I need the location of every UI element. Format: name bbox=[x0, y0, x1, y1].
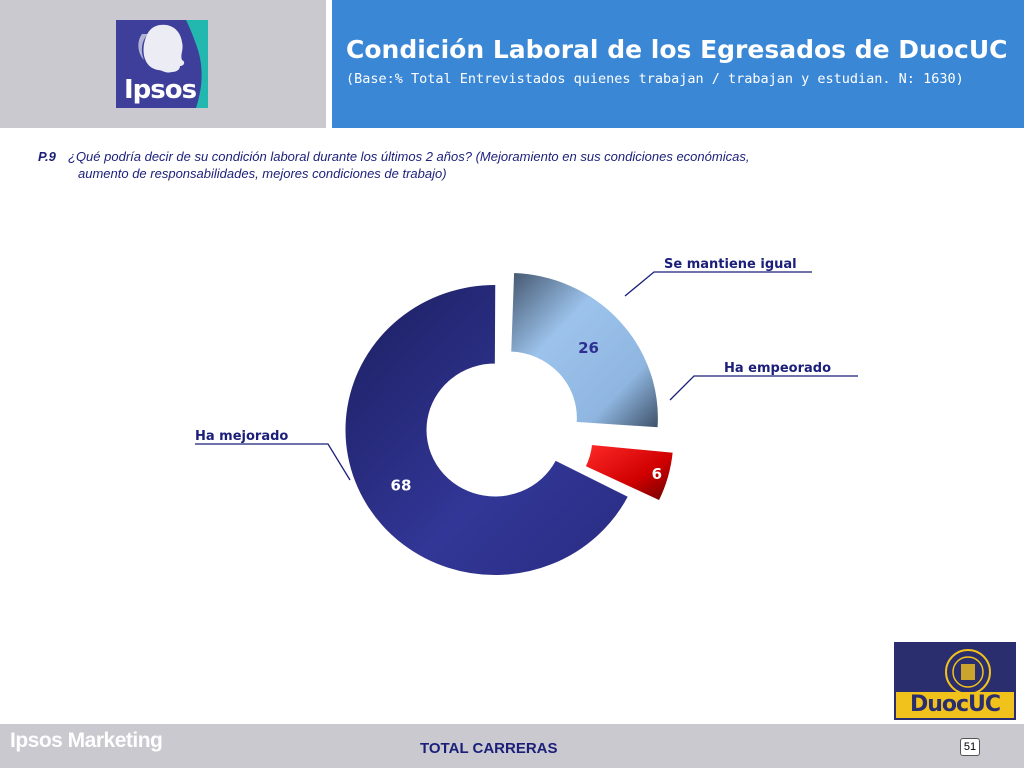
question-text-line1: ¿Qué podría decir de su condición labora… bbox=[68, 149, 750, 164]
ipsos-logo: Ipsos bbox=[116, 20, 208, 108]
ipsos-logo-face-icon bbox=[138, 20, 208, 108]
slice-category-label: Se mantiene igual bbox=[664, 257, 797, 272]
footer-section-label: TOTAL CARRERAS bbox=[420, 740, 558, 757]
donut-slice-ha-mejorado bbox=[344, 284, 630, 576]
leader-line bbox=[669, 375, 858, 401]
slice-value-label: 26 bbox=[578, 339, 599, 357]
slice-value-label: 6 bbox=[652, 465, 662, 483]
leader-line bbox=[195, 443, 351, 481]
header-divider bbox=[326, 0, 332, 128]
survey-question: P.9 ¿Qué podría decir de su condición lab… bbox=[38, 148, 838, 182]
leader-line bbox=[624, 271, 812, 297]
page-number: 51 bbox=[960, 738, 980, 756]
donut-slice-se-mantiene-igual bbox=[510, 272, 659, 429]
footer-brand: Ipsos Marketing bbox=[10, 729, 163, 752]
donut-chart: 26 Se mantiene igual 6 Ha empeorado 68 Ha mej… bbox=[195, 257, 858, 576]
question-text-line2: aumento de responsabilidades, mejores co… bbox=[78, 166, 447, 181]
duocuc-logo: DuocUC bbox=[894, 642, 1016, 720]
duocuc-logo-text: DuocUC bbox=[896, 692, 1014, 718]
ipsos-logo-text: Ipsos bbox=[124, 75, 197, 105]
slice-value-label: 68 bbox=[391, 476, 412, 494]
page-subtitle: (Base:% Total Entrevistados quienes trab… bbox=[346, 71, 964, 87]
page-title: Condición Laboral de los Egresados de Du… bbox=[346, 35, 1008, 64]
slice-category-label: Ha mejorado bbox=[195, 429, 288, 444]
slice-category-label: Ha empeorado bbox=[724, 361, 831, 376]
duocuc-seal-icon bbox=[945, 649, 991, 695]
header-title-panel bbox=[332, 0, 1024, 128]
donut-slice-ha-empeorado bbox=[584, 443, 674, 502]
footer-bar bbox=[0, 724, 1024, 768]
question-number: P.9 bbox=[38, 149, 56, 164]
